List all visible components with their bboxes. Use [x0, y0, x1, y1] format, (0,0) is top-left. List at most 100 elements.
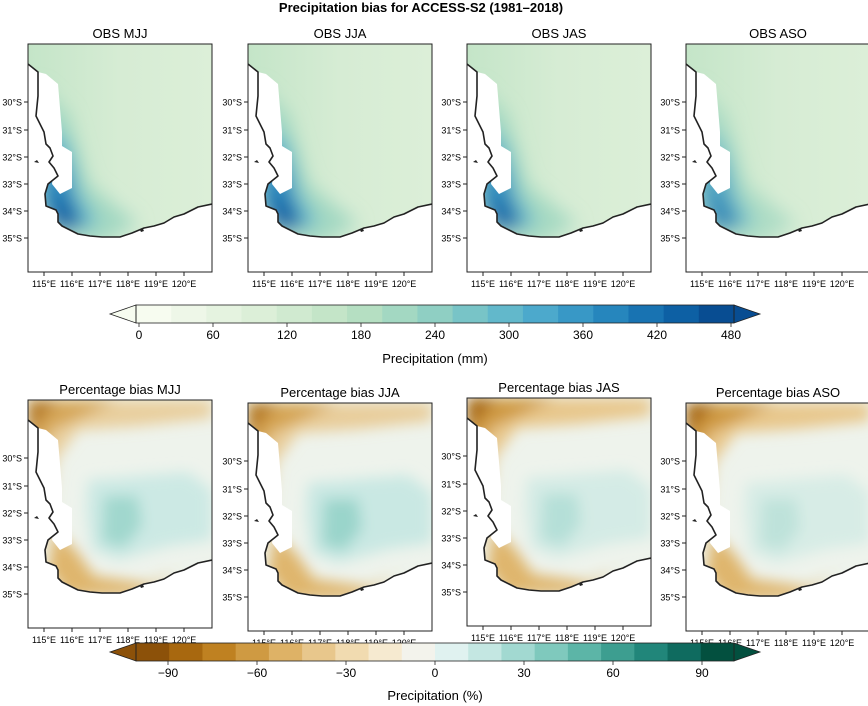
lon-label: 119°E — [364, 279, 388, 289]
lon-label: 116°E — [280, 279, 304, 289]
colorbar-arrow-right — [733, 304, 762, 324]
lon-label: 117°E — [88, 279, 112, 289]
lat-label: 35°S — [2, 234, 22, 244]
panel-frame — [247, 43, 433, 273]
lat-label: 32°S — [441, 507, 461, 517]
coastline — [467, 417, 651, 592]
colorbar-swatch — [202, 643, 237, 661]
colorbar-swatch — [401, 643, 436, 661]
lon-label: 120°E — [830, 279, 855, 289]
colorbar-swatch — [435, 643, 469, 661]
lat-label: 35°S — [441, 234, 461, 244]
coastline — [467, 63, 651, 238]
lon-label: 115°E — [252, 279, 276, 289]
precip-field — [686, 44, 868, 272]
colorbar-swatch — [368, 643, 403, 661]
colorbar-swatch — [663, 305, 700, 323]
lon-label: 116°E — [60, 635, 84, 645]
lat-label: 32°S — [660, 153, 680, 163]
lon-label: 118°E — [116, 635, 140, 645]
lon-label: 118°E — [774, 638, 798, 648]
colorbar-swatch — [235, 643, 270, 661]
lat-label: 34°S — [222, 566, 242, 576]
colorbar-swatch — [522, 305, 559, 323]
lat-label: 31°S — [441, 480, 461, 490]
lon-label: 119°E — [802, 638, 826, 648]
colorbar-swatch — [667, 643, 702, 661]
obs-panels-row: OBS MJJ 30°S 31°S 32°S 33°S 34°S 35°S 115°E 116°… — [2, 26, 868, 289]
colorbar-tick-label: 90 — [695, 666, 709, 680]
lon-label: 116°E — [718, 279, 742, 289]
colorbar-swatch — [335, 643, 370, 661]
colorbar-swatch — [276, 305, 313, 323]
precip-field — [248, 403, 432, 631]
obs-panel: OBS MJJ 30°S 31°S 32°S 33°S 34°S 35°S 115°E 116°… — [2, 26, 213, 289]
lat-label: 34°S — [441, 561, 461, 571]
colorbar-swatch — [268, 643, 303, 661]
coastline — [686, 422, 868, 597]
colorbar-swatch — [593, 305, 630, 323]
lat-label: 34°S — [2, 563, 22, 573]
lat-label: 30°S — [2, 454, 22, 464]
colorbar-tick-label: 420 — [647, 328, 667, 342]
colorbar-swatch — [534, 643, 569, 661]
lon-label: 118°E — [774, 279, 798, 289]
lat-label: 30°S — [2, 98, 22, 108]
precip-field — [467, 44, 651, 272]
colorbar-arrow-left — [108, 304, 137, 324]
lat-label: 33°S — [222, 539, 242, 549]
colorbar-swatch — [698, 305, 735, 323]
bias-panel: Percentage bias ASO 30°S 31°S 32°S 33°S 34°S 3… — [660, 385, 868, 648]
coastline — [248, 63, 432, 238]
colorbar-swatch — [468, 643, 503, 661]
coastline — [248, 422, 432, 597]
coastline — [28, 63, 212, 238]
lon-label: 119°E — [144, 279, 168, 289]
precip-field — [28, 44, 212, 272]
lat-label: 30°S — [441, 98, 461, 108]
colorbar-swatch — [241, 305, 278, 323]
colorbar-swatch — [634, 643, 669, 661]
lon-label: 115°E — [32, 635, 56, 645]
lat-label: 33°S — [2, 536, 22, 546]
colorbar-obs-label: Precipitation (mm) — [382, 351, 487, 366]
lat-label: 30°S — [222, 98, 242, 108]
lon-label: 115°E — [690, 279, 714, 289]
lon-label: 115°E — [471, 633, 495, 643]
colorbar-swatch — [171, 305, 207, 323]
lon-label: 119°E — [583, 633, 607, 643]
lat-label: 34°S — [2, 207, 22, 217]
lon-label: 120°E — [392, 279, 417, 289]
lon-label: 120°E — [611, 633, 636, 643]
lon-label: 117°E — [746, 638, 770, 648]
lat-label: 33°S — [2, 180, 22, 190]
colorbar-bias: −90 −60 −30 0 30 60 90 — [108, 642, 762, 680]
colorbar-swatch — [487, 305, 524, 323]
colorbar-swatch — [347, 305, 383, 323]
lat-label: 31°S — [2, 482, 22, 492]
colorbar-swatch — [700, 643, 735, 661]
colorbar-tick-label: 240 — [425, 328, 445, 342]
colorbar-tick-label: 0 — [432, 666, 439, 680]
panel-title: OBS ASO — [749, 26, 807, 41]
lat-label: 35°S — [660, 593, 680, 603]
panel-frame — [466, 43, 652, 273]
panel-frame — [685, 402, 868, 632]
colorbar-swatch — [311, 305, 348, 323]
lat-label: 31°S — [222, 126, 242, 136]
colorbar-tick-label: 30 — [517, 666, 531, 680]
lon-label: 115°E — [471, 279, 495, 289]
lat-label: 31°S — [441, 126, 461, 136]
colorbar-tick-label: −30 — [336, 666, 357, 680]
colorbar-tick-label: 120 — [277, 328, 297, 342]
lat-label: 31°S — [222, 485, 242, 495]
panel-frame — [27, 399, 213, 629]
lat-label: 35°S — [222, 593, 242, 603]
panel-title: OBS JAS — [532, 26, 587, 41]
lat-label: 32°S — [660, 512, 680, 522]
panel-frame — [685, 43, 868, 273]
lat-label: 32°S — [2, 509, 22, 519]
colorbar-swatch — [567, 643, 602, 661]
lat-label: 33°S — [441, 180, 461, 190]
colorbar-tick-label: 180 — [351, 328, 371, 342]
